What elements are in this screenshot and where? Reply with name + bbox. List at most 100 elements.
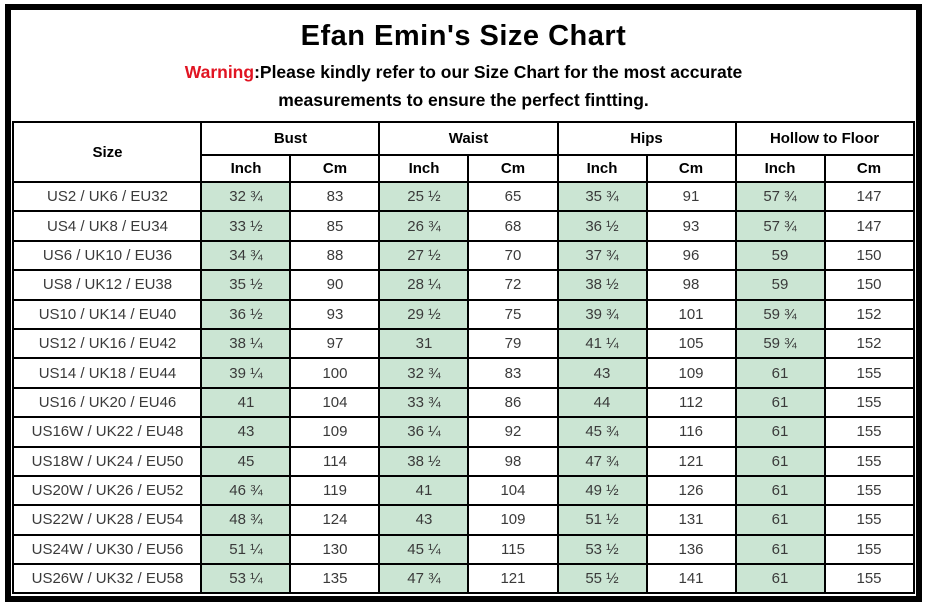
group-header-row: Size Bust Waist Hips Hollow to Floor xyxy=(12,121,915,183)
table-row: US6 / UK10 / EU36 34 ¾ 88 27 ½ 70 37 ¾ 96 59 150 xyxy=(12,239,915,272)
size-label: US6 / UK10 / EU36 xyxy=(12,239,203,272)
cm-value: 98 xyxy=(467,445,559,477)
inch-value: 25 ½ xyxy=(378,180,470,213)
inch-value: 37 ¾ xyxy=(556,239,648,272)
inch-value: 36 ½ xyxy=(556,210,648,242)
inch-value: 36 ½ xyxy=(200,298,292,330)
inch-value: 32 ¾ xyxy=(378,357,470,389)
inch-value: 38 ½ xyxy=(378,445,470,477)
inch-value: 55 ½ xyxy=(556,563,648,595)
unit-header-cm: Cm xyxy=(467,154,559,183)
size-label: US8 / UK12 / EU38 xyxy=(12,269,203,301)
cm-value: 150 xyxy=(823,269,915,301)
table-row: US16W / UK22 / EU48 43 109 36 ¼ 92 45 ¾ 116 61 1… xyxy=(12,416,915,448)
column-header-size: Size xyxy=(12,121,203,183)
cm-value: 104 xyxy=(467,474,559,507)
cm-value: 109 xyxy=(467,504,559,536)
cm-value: 105 xyxy=(645,327,737,360)
inch-value: 44 xyxy=(556,386,648,419)
cm-value: 136 xyxy=(645,533,737,566)
cm-value: 119 xyxy=(289,474,381,507)
table-row: US22W / UK28 / EU54 48 ¾ 124 43 109 51 ½ 131 61… xyxy=(12,504,915,536)
cm-value: 93 xyxy=(289,298,381,330)
inch-value: 59 xyxy=(734,239,826,272)
inch-value: 59 ¾ xyxy=(734,298,826,330)
inch-value: 36 ¼ xyxy=(378,416,470,448)
unit-header-inch: Inch xyxy=(734,154,826,183)
size-label: US20W / UK26 / EU52 xyxy=(12,474,203,507)
cm-value: 96 xyxy=(645,239,737,272)
cm-value: 155 xyxy=(823,474,915,507)
cm-value: 97 xyxy=(289,327,381,360)
inch-value: 51 ¼ xyxy=(200,533,292,566)
cm-value: 124 xyxy=(289,504,381,536)
inch-value: 41 ¼ xyxy=(556,327,648,360)
table-row: US14 / UK18 / EU44 39 ¼ 100 32 ¾ 83 43 109 61 15… xyxy=(12,357,915,389)
unit-header-row: Inch Cm Inch Cm Inch Cm Inch Cm xyxy=(13,154,915,183)
inch-value: 57 ¾ xyxy=(734,180,826,213)
inch-value: 51 ½ xyxy=(556,504,648,536)
cm-value: 126 xyxy=(645,474,737,507)
table-row: US16 / UK20 / EU46 41 104 33 ¾ 86 44 112 61 155 xyxy=(12,386,915,419)
cm-value: 155 xyxy=(823,357,915,389)
inch-value: 59 xyxy=(734,269,826,301)
inch-value: 53 ½ xyxy=(556,533,648,566)
inch-value: 61 xyxy=(734,504,826,536)
cm-value: 121 xyxy=(467,563,559,595)
inch-value: 39 ¼ xyxy=(200,357,292,389)
size-label: US16 / UK20 / EU46 xyxy=(12,386,203,419)
inch-value: 38 ¼ xyxy=(200,327,292,360)
cm-value: 83 xyxy=(289,180,381,213)
inch-value: 33 ½ xyxy=(200,210,292,242)
column-header-waist: Waist xyxy=(378,121,559,156)
cm-value: 75 xyxy=(467,298,559,330)
inch-value: 34 ¾ xyxy=(200,239,292,272)
inch-value: 46 ¾ xyxy=(200,474,292,507)
cm-value: 130 xyxy=(289,533,381,566)
size-label: US26W / UK32 / EU58 xyxy=(12,563,203,595)
cm-value: 109 xyxy=(645,357,737,389)
cm-value: 150 xyxy=(823,239,915,272)
warning-line2: measurements to ensure the perfect fintt… xyxy=(278,90,649,110)
inch-value: 61 xyxy=(734,563,826,595)
inch-value: 43 xyxy=(200,416,292,448)
inch-value: 31 xyxy=(378,327,470,360)
size-label: US10 / UK14 / EU40 xyxy=(12,298,203,330)
cm-value: 109 xyxy=(289,416,381,448)
inch-value: 35 ½ xyxy=(200,269,292,301)
inch-value: 61 xyxy=(734,474,826,507)
table-row: US10 / UK14 / EU40 36 ½ 93 29 ½ 75 39 ¾ 101 59 … xyxy=(12,298,915,330)
size-chart-table: Size Bust Waist Hips Hollow to Floor Inc… xyxy=(12,121,915,595)
inch-value: 61 xyxy=(734,533,826,566)
cm-value: 90 xyxy=(289,269,381,301)
inch-value: 45 xyxy=(200,445,292,477)
cm-value: 92 xyxy=(467,416,559,448)
cm-value: 112 xyxy=(645,386,737,419)
column-header-hollow-to-floor: Hollow to Floor xyxy=(734,121,915,156)
unit-header-inch: Inch xyxy=(378,154,470,183)
cm-value: 155 xyxy=(823,416,915,448)
inch-value: 53 ¼ xyxy=(200,563,292,595)
inch-value: 28 ¼ xyxy=(378,269,470,301)
cm-value: 116 xyxy=(645,416,737,448)
cm-value: 98 xyxy=(645,269,737,301)
unit-header-inch: Inch xyxy=(200,154,292,183)
inch-value: 61 xyxy=(734,416,826,448)
cm-value: 155 xyxy=(823,563,915,595)
unit-header-cm: Cm xyxy=(645,154,737,183)
size-label: US2 / UK6 / EU32 xyxy=(12,180,203,213)
table-row: US2 / UK6 / EU32 32 ¾ 83 25 ½ 65 35 ¾ 91 57 ¾ 14… xyxy=(12,180,915,213)
size-label: US18W / UK24 / EU50 xyxy=(12,445,203,477)
outer-frame: Efan Emin's Size Chart Warning:Please ki… xyxy=(5,4,922,602)
inch-value: 32 ¾ xyxy=(200,180,292,213)
table-row: US20W / UK26 / EU52 46 ¾ 119 41 104 49 ½ 126 61… xyxy=(12,474,915,507)
column-header-bust: Bust xyxy=(200,121,381,156)
cm-value: 147 xyxy=(823,210,915,242)
cm-value: 135 xyxy=(289,563,381,595)
inch-value: 41 xyxy=(200,386,292,419)
size-label: US14 / UK18 / EU44 xyxy=(12,357,203,389)
inch-value: 61 xyxy=(734,445,826,477)
cm-value: 131 xyxy=(645,504,737,536)
cm-value: 88 xyxy=(289,239,381,272)
